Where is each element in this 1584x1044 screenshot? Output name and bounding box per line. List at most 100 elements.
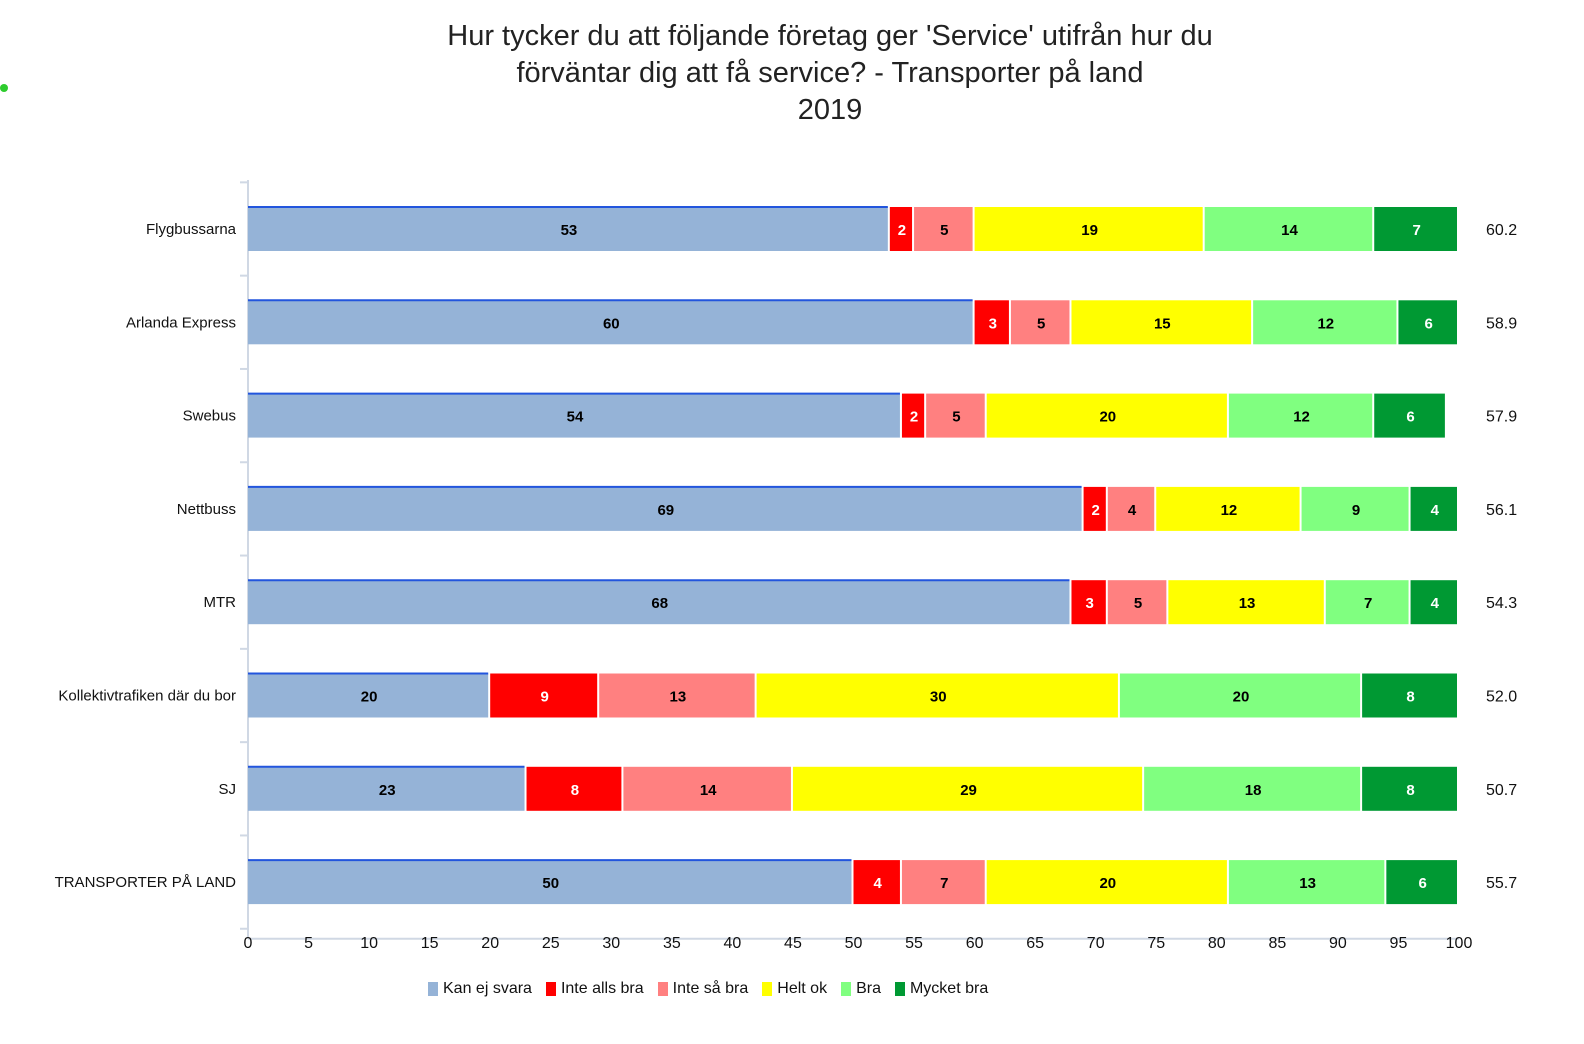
legend-item: Inte alls bra bbox=[545, 980, 644, 998]
bar-segment bbox=[1010, 300, 1070, 345]
category-label: Swebus bbox=[183, 408, 236, 425]
legend-swatch bbox=[762, 982, 773, 996]
data-label: 20 bbox=[1099, 409, 1116, 426]
x-tick-label: 0 bbox=[244, 935, 253, 952]
bar-segment bbox=[1410, 580, 1457, 625]
data-label: 4 bbox=[1128, 502, 1137, 519]
category-label: Nettbuss bbox=[177, 501, 236, 518]
data-label: 54 bbox=[567, 409, 584, 426]
x-tick-label: 45 bbox=[784, 935, 802, 952]
data-label: 4 bbox=[1431, 595, 1440, 612]
bar-segment bbox=[1119, 673, 1361, 718]
score-label: 54.3 bbox=[1486, 595, 1517, 612]
x-tick-label: 85 bbox=[1268, 935, 1286, 952]
bar-segment bbox=[1168, 580, 1324, 625]
data-label: 3 bbox=[1085, 595, 1093, 612]
category-label: TRANSPORTER PÅ LAND bbox=[55, 874, 237, 891]
chart-title: Hur tycker du att följande företag ger '… bbox=[0, 18, 1584, 129]
data-label: 12 bbox=[1317, 315, 1334, 332]
bar-segment bbox=[1156, 486, 1300, 531]
data-label: 50 bbox=[542, 875, 559, 892]
legend: Kan ej svara Inte alls bra Inte så bra Helt… bbox=[428, 980, 988, 998]
x-tick-label: 55 bbox=[905, 935, 923, 952]
bar-segment bbox=[1398, 300, 1457, 345]
data-label: 8 bbox=[1406, 689, 1414, 706]
bar-segment bbox=[756, 673, 1118, 718]
x-tick-label: 30 bbox=[602, 935, 620, 952]
data-label: 5 bbox=[1134, 595, 1142, 612]
bar-segment bbox=[248, 393, 900, 438]
score-label: 55.7 bbox=[1486, 875, 1517, 892]
data-label: 9 bbox=[1352, 502, 1360, 519]
bar-segment bbox=[974, 300, 1009, 345]
category-label: MTR bbox=[204, 594, 237, 611]
data-label: 18 bbox=[1245, 782, 1262, 799]
data-label: 30 bbox=[930, 689, 947, 706]
bar-segment bbox=[248, 300, 973, 345]
legend-label: Kan ej svara bbox=[443, 980, 532, 997]
bar-segment bbox=[901, 393, 925, 438]
x-tick-label: 50 bbox=[845, 935, 863, 952]
chart-title-line-1: Hur tycker du att följande företag ger '… bbox=[447, 20, 1213, 52]
data-label: 20 bbox=[1233, 689, 1250, 706]
data-label: 5 bbox=[952, 409, 960, 426]
bar-segment bbox=[248, 486, 1082, 531]
legend-item: Kan ej svara bbox=[428, 980, 532, 998]
data-label: 23 bbox=[379, 782, 396, 799]
x-tick-label: 100 bbox=[1446, 935, 1473, 952]
data-label: 6 bbox=[1418, 875, 1426, 892]
x-tick-label: 65 bbox=[1026, 935, 1044, 952]
data-label: 8 bbox=[571, 782, 579, 799]
bar-segment bbox=[986, 860, 1227, 905]
bar-segment bbox=[853, 860, 900, 905]
legend-swatch bbox=[841, 982, 852, 996]
bar-segment bbox=[248, 207, 888, 251]
bar-segment bbox=[1410, 486, 1457, 531]
legend-swatch bbox=[657, 982, 668, 996]
bar-segment bbox=[1071, 300, 1252, 345]
data-label: 12 bbox=[1293, 409, 1310, 426]
category-label: Arlanda Express bbox=[126, 314, 236, 331]
x-axis-ticks: 0 5 10 15 20 25 30 35 40 45 50 55 60 65 70 75 80 85 90 95 10… bbox=[244, 935, 1473, 952]
chart-title-line-3: 2019 bbox=[797, 94, 863, 126]
data-label: 7 bbox=[940, 875, 948, 892]
data-label: 9 bbox=[541, 689, 549, 706]
bar-segment bbox=[1386, 860, 1457, 905]
x-tick-label: 80 bbox=[1208, 935, 1226, 952]
legend-item: Helt ok bbox=[762, 980, 827, 998]
bar-segment bbox=[1144, 766, 1361, 811]
score-label: 60.2 bbox=[1486, 222, 1517, 239]
x-tick-label: 40 bbox=[724, 935, 742, 952]
data-label: 69 bbox=[657, 502, 674, 519]
axes bbox=[240, 180, 1459, 940]
legend-item: Mycket bra bbox=[894, 980, 988, 998]
bar-segment bbox=[248, 766, 525, 811]
bar-segment bbox=[986, 393, 1227, 438]
bar-segment bbox=[1204, 207, 1373, 251]
bar-segment bbox=[1253, 300, 1397, 345]
bar-segment bbox=[1228, 860, 1385, 905]
legend-label: Inte alls bra bbox=[560, 980, 644, 997]
data-label: 60 bbox=[603, 315, 620, 332]
data-label: 19 bbox=[1081, 222, 1098, 239]
x-tick-label: 5 bbox=[304, 935, 313, 952]
x-tick-label: 90 bbox=[1329, 935, 1347, 952]
data-label: 6 bbox=[1406, 409, 1414, 426]
bar-segment bbox=[1374, 207, 1457, 251]
bars: 53 2 5 19 14 760 3 5 15 12 654 2 5 20 12 669 2 4 12 9 468 3 5 1… bbox=[248, 206, 1457, 905]
score-label: 57.9 bbox=[1486, 409, 1517, 426]
bar-segment bbox=[1362, 766, 1457, 811]
data-label: 8 bbox=[1406, 782, 1414, 799]
x-tick-label: 35 bbox=[663, 935, 681, 952]
data-label: 14 bbox=[700, 782, 717, 799]
data-label: 20 bbox=[361, 689, 378, 706]
data-label: 12 bbox=[1221, 502, 1238, 519]
x-tick-label: 25 bbox=[542, 935, 560, 952]
bar-segment bbox=[248, 673, 489, 718]
x-tick-label: 75 bbox=[1147, 935, 1165, 952]
data-label: 4 bbox=[1431, 502, 1440, 519]
bar-segment bbox=[926, 393, 985, 438]
bar-segment bbox=[914, 207, 973, 251]
legend-item: Bra bbox=[841, 980, 881, 998]
